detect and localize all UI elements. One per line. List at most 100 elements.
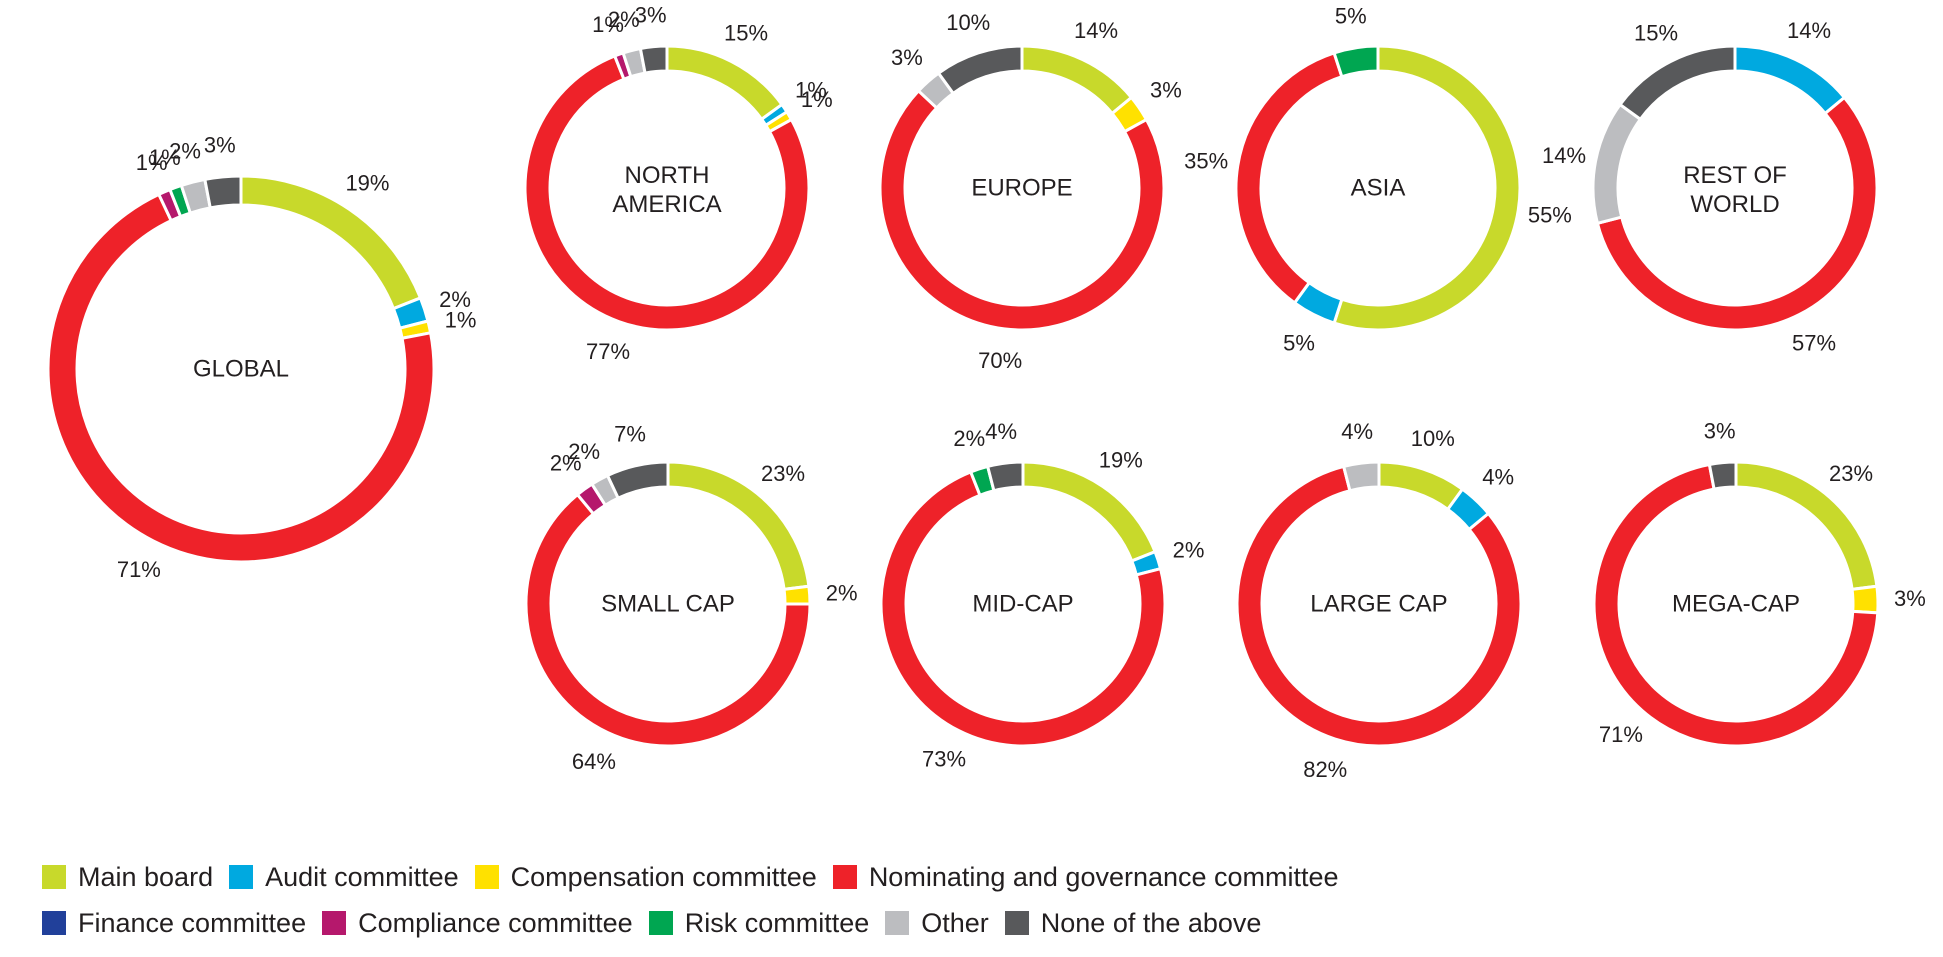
donut-europe: 14% 3% 70% 3% 10% EUROPE (878, 10, 1182, 373)
donut-rest-of-world: 14% 57% 14% 15% REST OF WORLD (1542, 18, 1879, 356)
slice-nominating-and-governance-committee (1234, 51, 1344, 305)
donut-asia: 55% 5% 35% 5% ASIA (1184, 4, 1572, 356)
data-label-main-board: 23% (761, 461, 805, 486)
legend-label-compensation: Compensation committee (510, 861, 817, 892)
slice-compensation-committee (782, 584, 812, 606)
data-label-main-board: 15% (724, 20, 768, 45)
donut-title: SMALL CAP (601, 591, 735, 618)
legend-swatch-compliance (322, 911, 347, 935)
data-label-audit-committee: 14% (1787, 18, 1831, 43)
data-label-audit-committee: 1% (795, 78, 827, 103)
slice-other (1341, 460, 1381, 493)
data-label-nominating-and-governance-committee: 64% (572, 749, 616, 774)
slice-other (1591, 102, 1643, 226)
slice-main-board (1332, 44, 1522, 332)
donut-title: NORTH AMERICA (612, 162, 721, 218)
slice-none-of-the-above (985, 460, 1025, 493)
donut-large-cap: 10% 4% 82% 4% LARGE CAP (1235, 419, 1523, 782)
slice-main-board (1021, 460, 1157, 563)
data-label-audit-committee: 2% (1173, 538, 1205, 563)
data-label-other: 4% (1341, 419, 1373, 444)
data-label-compensation-committee: 1% (445, 307, 477, 332)
legend-item-compliance: Compliance committee (322, 908, 633, 939)
data-label-compliance-committee: 2% (550, 451, 582, 476)
slice-nominating-and-governance-committee (524, 492, 812, 748)
legend-swatch-compensation (474, 865, 499, 889)
slice-none-of-the-above (936, 44, 1024, 96)
data-label-none-of-the-above: 3% (1704, 418, 1736, 443)
legend-label-other: Other (921, 907, 989, 938)
data-label-other: 3% (891, 45, 923, 70)
donut-title: MEGA-CAP (1672, 591, 1800, 618)
slice-nominating-and-governance-committee (1595, 95, 1879, 332)
slice-nominating-and-governance-committee (1235, 464, 1523, 748)
slice-nominating-and-governance-committee (1592, 462, 1880, 748)
data-label-none-of-the-above: 7% (614, 422, 646, 447)
donut-north-america: 15%1%1%77%1%2%3%NORTH AMERICA (523, 2, 833, 364)
data-label-nominating-and-governance-committee: 77% (586, 339, 630, 364)
legend-item-finance: Finance committee (42, 908, 306, 939)
legend-swatch-main-board (42, 865, 66, 889)
data-label-compensation-committee: 3% (1894, 586, 1926, 611)
legend-label-compliance: Compliance committee (358, 907, 633, 938)
donut-title: EUROPE (971, 175, 1072, 202)
data-label-other: 2% (568, 439, 600, 464)
slice-none-of-the-above (203, 174, 243, 210)
donut-global: 19%2%1%71%1%1%2% 3%GLOBAL (46, 132, 477, 582)
slice-main-board (239, 174, 423, 311)
legend-row-1: Main board Audit committee Compensation … (42, 854, 1902, 900)
data-label-nominating-and-governance-committee: 82% (1303, 757, 1347, 782)
legend-swatch-audit (229, 865, 254, 889)
legend-swatch-finance (42, 911, 66, 935)
data-label-risk-committee: 5% (1335, 4, 1367, 29)
data-label-main-board: 10% (1411, 426, 1455, 451)
data-label-none-of-the-above: 3% (635, 2, 667, 27)
donut-title: LARGE CAP (1310, 591, 1447, 618)
donut-title: REST OF WORLD (1683, 162, 1787, 218)
data-label-main-board: 23% (1829, 461, 1873, 486)
data-label-nominating-and-governance-committee: 73% (922, 747, 966, 772)
legend-label-audit: Audit committee (265, 861, 459, 892)
legend-label-none: None of the above (1040, 907, 1262, 938)
legend-item-compensation: Compensation committee (474, 861, 817, 893)
slice-none-of-the-above (1618, 44, 1737, 122)
data-label-none-of-the-above: 4% (985, 419, 1017, 444)
data-label-compensation-committee: 2% (826, 581, 858, 606)
data-label-audit-committee: 2% (439, 287, 471, 312)
data-label-risk-committee: 2% (953, 426, 985, 451)
data-label-nominating-and-governance-committee: 71% (117, 557, 161, 582)
data-label-other: 2% (169, 139, 201, 164)
slice-none-of-the-above (1707, 460, 1738, 491)
data-label-main-board: 55% (1528, 203, 1572, 228)
data-label-risk-committee: 1% (149, 145, 181, 170)
legend: Main board Audit committee Compensation … (42, 854, 1902, 946)
legend-item-risk: Risk committee (648, 907, 870, 939)
donut-title: MID-CAP (972, 591, 1073, 618)
legend-item-main-board: Main board (42, 862, 213, 893)
data-label-compensation-committee: 1% (801, 87, 833, 112)
slice-main-board (1020, 44, 1134, 116)
legend-item-other: Other (885, 908, 989, 939)
slice-compensation-committee (1850, 584, 1880, 615)
slice-main-board (665, 44, 784, 122)
legend-item-audit: Audit committee (229, 862, 459, 893)
donut-mid-cap: 19%2%73%2% 4%MID-CAP (879, 419, 1205, 772)
data-label-nominating-and-governance-committee: 70% (978, 348, 1022, 373)
data-label-main-board: 19% (1099, 448, 1143, 473)
data-label-other: 14% (1542, 143, 1586, 168)
data-label-nominating-and-governance-committee: 57% (1792, 331, 1836, 356)
data-label-none-of-the-above: 15% (1634, 20, 1678, 45)
data-label-compliance-committee: 1% (592, 12, 624, 37)
legend-label-main-board: Main board (78, 861, 214, 892)
slice-none-of-the-above (638, 44, 669, 75)
legend-swatch-risk (648, 911, 673, 935)
legend-label-finance: Finance committee (78, 907, 307, 938)
slice-none-of-the-above (605, 460, 670, 501)
legend-item-none: None of the above (1004, 907, 1262, 939)
legend-label-risk: Risk committee (684, 907, 870, 938)
legend-swatch-other (885, 911, 910, 935)
data-label-nominating-and-governance-committee: 71% (1599, 722, 1643, 747)
data-label-none-of-the-above: 3% (204, 132, 236, 157)
slice-nominating-and-governance-committee (523, 54, 811, 332)
data-label-nominating-and-governance-committee: 35% (1184, 148, 1228, 173)
